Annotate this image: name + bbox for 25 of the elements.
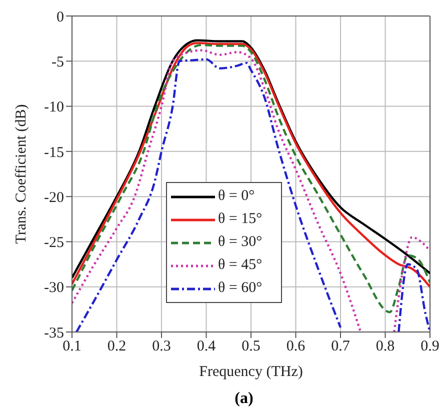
x-axis-title: Frequency (THz) xyxy=(199,364,303,380)
y-tick-label: -30 xyxy=(44,280,64,296)
x-tick-label: 0.4 xyxy=(196,338,216,355)
x-tick-label: 0.5 xyxy=(242,338,260,355)
y-tick-label: -10 xyxy=(44,100,64,116)
x-tick-label: 0.9 xyxy=(420,338,440,355)
y-tick-label: -25 xyxy=(44,235,64,252)
y-tick-label: -20 xyxy=(44,190,64,206)
y-tick-label: 0 xyxy=(56,9,64,26)
y-axis-title: Trans. Coefficient (dB) xyxy=(13,104,30,244)
legend-label: θ = 15° xyxy=(218,211,262,228)
text: (a) xyxy=(234,390,254,408)
legend-label: θ = 60° xyxy=(218,280,262,297)
x-tick-label: 0.7 xyxy=(331,338,350,355)
legend-label: θ = 30° xyxy=(218,234,262,251)
x-tick-label: 0.2 xyxy=(107,338,126,355)
x-tick-label: 0.8 xyxy=(376,338,395,355)
y-tick-label: -35 xyxy=(44,325,64,342)
legend-label: θ = 0° xyxy=(218,188,255,205)
x-tick-label: 0.3 xyxy=(152,338,171,355)
legend-label: θ = 45° xyxy=(218,257,262,274)
y-tick-label: -15 xyxy=(44,144,64,161)
x-tick-label: 0.6 xyxy=(286,338,306,355)
y-tick-label: -5 xyxy=(52,54,64,70)
x-tick-label: 0.1 xyxy=(62,338,82,355)
